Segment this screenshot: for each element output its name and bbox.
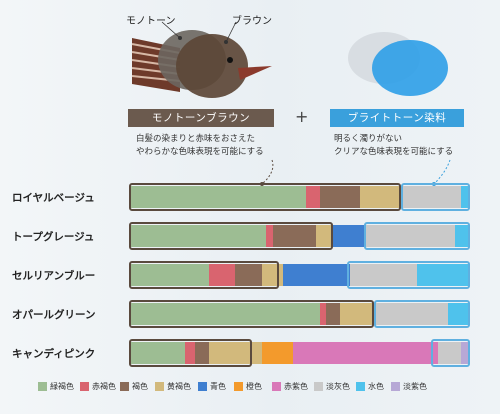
bar-segment-light-gray [373, 303, 449, 325]
legend-swatch [314, 382, 323, 391]
connector-lines [260, 159, 451, 186]
bright-tone-illustration [348, 32, 448, 96]
bar-segment-yellow-brown [316, 225, 334, 247]
row-label: セルリアンブルー [12, 270, 96, 282]
monotone-brown-illustration [131, 21, 272, 98]
bar-segment-brown [326, 303, 341, 325]
monotone-brown-frame [129, 261, 280, 289]
bar-segment-red-brown [306, 186, 321, 208]
color-composition-bar [129, 300, 470, 328]
row-label: キャンディピンク [12, 348, 96, 360]
monotone-brown-frame [129, 300, 374, 328]
legend-swatch [120, 382, 129, 391]
bar-segment-green-brown [131, 186, 307, 208]
bright-tone-frame [430, 339, 470, 367]
monotone-brown-description: 白髪の染まりと赤味をおさえた やわらかな色味表現を可能にする [136, 133, 264, 159]
bright-tone-description: 明るく濁りがない クリアな色味表現を可能にする [334, 133, 453, 159]
legend-label: 緑褐色 [50, 382, 74, 391]
bar-segment-light-gray [400, 186, 462, 208]
color-composition-bar [129, 183, 470, 211]
monotone-brown-header: モノトーンブラウン [128, 109, 274, 127]
legend-swatch [155, 382, 164, 391]
bright-desc-line-2: クリアな色味表現を可能にする [334, 147, 454, 157]
color-composition-bar [129, 261, 470, 289]
bar-segment-brown [319, 186, 361, 208]
legend-label: 赤褐色 [92, 382, 116, 391]
bar-segment-light-purple [461, 342, 469, 364]
row-label: トープグレージュ [12, 231, 95, 243]
bar-segment-yellow-brown [339, 303, 375, 325]
brown-connector [261, 159, 274, 185]
monotone-desc-line-2: やわらかな色味表現を可能にする [136, 147, 264, 157]
monotone-callout-label: モノトーン [126, 16, 176, 27]
bar-segment-red-brown [319, 303, 327, 325]
bar-segment-red-purple [292, 342, 439, 364]
brown-callout-label: ブラウン [232, 16, 272, 27]
legend-label: 淡紫色 [403, 382, 427, 391]
brown-lens-shape [176, 34, 248, 98]
bar-segment-brown [195, 342, 209, 364]
bar-segment-brown [272, 225, 317, 247]
color-composition-bar [129, 222, 470, 250]
bar-segment-green-brown [131, 342, 186, 364]
row-label: ロイヤルベージュ [12, 192, 95, 204]
legend-label: 橙色 [246, 382, 262, 391]
blue-connector [433, 159, 451, 185]
bright-desc-line-1: 明るく濁りがない [334, 134, 403, 144]
legend-label: 青色 [210, 382, 226, 391]
bar-segment-green-brown [131, 303, 321, 325]
bar-segment-light-gray [363, 225, 455, 247]
bar-segment-light-gray [350, 264, 418, 286]
bar-segment-yellow-brown [208, 342, 263, 364]
legend-swatch [356, 382, 365, 391]
legend-label: 水色 [368, 382, 384, 391]
bar-segment-aqua [417, 264, 469, 286]
monotone-brown-frame [129, 339, 253, 367]
bright-tone-frame [400, 183, 470, 211]
bar-segment-green-brown [131, 225, 267, 247]
color-composition-bar [129, 339, 470, 367]
bright-tone-frame [346, 261, 470, 289]
legend-label: 黄褐色 [167, 382, 191, 391]
row-label: オパールグリーン [12, 309, 96, 321]
legend-swatch [272, 382, 281, 391]
plus-sign: + [295, 107, 309, 126]
bright-tone-frame [363, 222, 470, 250]
bar-segment-aqua [454, 225, 469, 247]
monotone-brown-frame [129, 183, 401, 211]
legend-swatch [38, 382, 47, 391]
legend-swatch [80, 382, 89, 391]
legend-label: 褐色 [132, 382, 148, 391]
bar-segment-red-brown [208, 264, 236, 286]
bar-segment-light-gray [437, 342, 462, 364]
bar-segment-blue [282, 264, 351, 286]
monotone-brown-frame [129, 222, 334, 250]
bar-segment-aqua [461, 186, 469, 208]
bar-segment-red-brown [184, 342, 196, 364]
beak-graphic [238, 66, 272, 80]
legend-label: 淡灰色 [326, 382, 350, 391]
aqua-lens-shape [372, 40, 448, 96]
bar-segment-red-brown [265, 225, 274, 247]
bright-tone-frame [373, 300, 470, 328]
bar-segment-brown [235, 264, 263, 286]
bar-segment-yellow-brown [360, 186, 402, 208]
bar-segment-aqua [447, 303, 469, 325]
legend-swatch [234, 382, 243, 391]
legend-label: 赤紫色 [284, 382, 308, 391]
bar-segment-orange [262, 342, 294, 364]
bright-tone-header: ブライトトーン染料 [330, 109, 464, 127]
legend-swatch [198, 382, 207, 391]
bar-segment-green-brown [131, 264, 209, 286]
legend-swatch [391, 382, 400, 391]
monotone-desc-line-1: 白髪の染まりと赤味をおさえた [136, 134, 256, 144]
bar-segment-blue [333, 225, 365, 247]
